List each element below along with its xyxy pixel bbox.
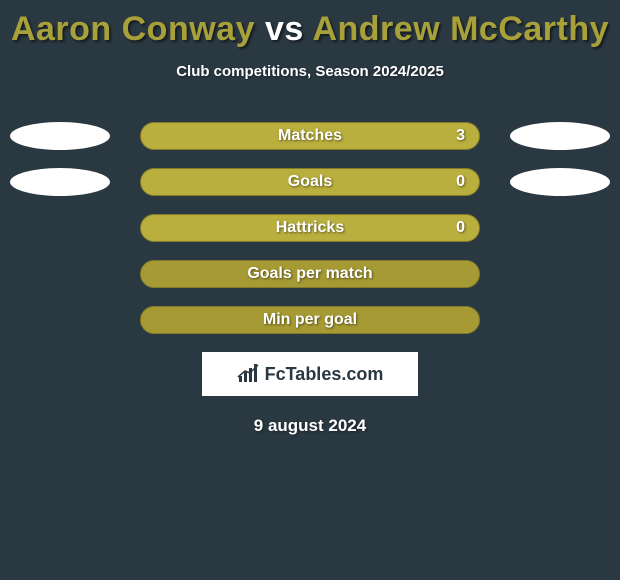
- stat-label: Min per goal: [141, 307, 479, 333]
- stat-bar: Hattricks0: [140, 214, 480, 242]
- chart-icon: [237, 364, 261, 384]
- stat-bar: Matches3: [140, 122, 480, 150]
- date-text: 9 august 2024: [0, 416, 620, 436]
- player1-name: Aaron Conway: [11, 10, 255, 48]
- player2-name: Andrew McCarthy: [312, 10, 609, 48]
- stat-bar: Goals per match: [140, 260, 480, 288]
- stat-rows: Matches3Goals0Hattricks0Goals per matchM…: [0, 122, 620, 334]
- subtitle: Club competitions, Season 2024/2025: [0, 63, 620, 80]
- stat-row: Matches3: [0, 122, 620, 150]
- stat-value-right: 0: [456, 215, 465, 241]
- stat-bar: Min per goal: [140, 306, 480, 334]
- logo-text: FcTables.com: [265, 364, 384, 385]
- stat-label: Hattricks: [141, 215, 479, 241]
- stat-label: Goals: [141, 169, 479, 195]
- logo-box[interactable]: FcTables.com: [202, 352, 418, 396]
- stat-label: Goals per match: [141, 261, 479, 287]
- player2-ellipse: [510, 168, 610, 196]
- stat-row: Goals0: [0, 168, 620, 196]
- stat-value-right: 0: [456, 169, 465, 195]
- stat-label: Matches: [141, 123, 479, 149]
- stat-row: Goals per match: [0, 260, 620, 288]
- stat-row: Min per goal: [0, 306, 620, 334]
- stat-row: Hattricks0: [0, 214, 620, 242]
- player2-ellipse: [510, 122, 610, 150]
- player1-ellipse: [10, 168, 110, 196]
- player1-ellipse: [10, 122, 110, 150]
- vs-text: vs: [265, 10, 304, 48]
- page-title: Aaron Conway vs Andrew McCarthy: [0, 0, 620, 49]
- stat-bar: Goals0: [140, 168, 480, 196]
- stat-value-right: 3: [456, 123, 465, 149]
